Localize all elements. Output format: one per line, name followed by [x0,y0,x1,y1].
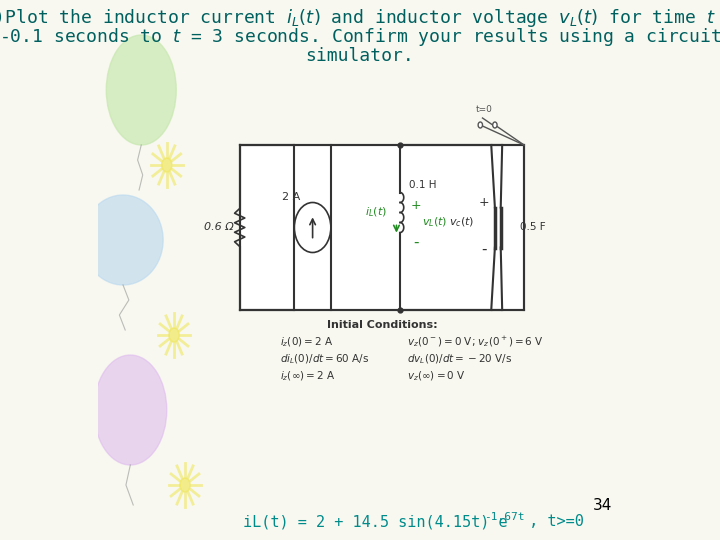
Text: $v_c(t)$: $v_c(t)$ [449,215,474,230]
Text: $i_L(t)$: $i_L(t)$ [365,206,387,219]
Text: -: - [481,242,487,257]
Text: 0.5 F: 0.5 F [521,222,546,233]
Circle shape [294,202,330,253]
Text: +: + [479,196,490,209]
Text: $v_z(0^-) = 0$ V; $v_z(0^+) = 6$ V: $v_z(0^-) = 0$ V; $v_z(0^+) = 6$ V [408,335,544,349]
Text: 4)Plot the inductor current $i_L(t)$ and inductor voltage $v_L(t)$ for time $t$ : 4)Plot the inductor current $i_L(t)$ and… [0,7,720,29]
Text: -0.1 seconds to $t$ = 3 seconds. Confirm your results using a circuit: -0.1 seconds to $t$ = 3 seconds. Confirm… [0,26,720,48]
Text: 0.6 Ω: 0.6 Ω [204,222,234,233]
Text: -1.67t: -1.67t [484,512,524,522]
Text: 34: 34 [593,497,612,512]
Text: -: - [413,235,419,250]
Ellipse shape [83,195,163,285]
Text: $v_L(t)$: $v_L(t)$ [422,215,447,230]
Circle shape [492,122,497,128]
Text: simulator.: simulator. [305,47,415,65]
Ellipse shape [180,478,190,492]
Text: $di_L(0)/dt = 60$ A/s: $di_L(0)/dt = 60$ A/s [280,352,369,366]
Text: $dv_L(0)/dt = -20$ V/s: $dv_L(0)/dt = -20$ V/s [408,352,513,366]
Text: +: + [411,199,421,212]
Ellipse shape [162,158,172,172]
Text: 2 A: 2 A [282,192,300,202]
Text: iL(t) = 2 + 14.5 sin(4.15t) e: iL(t) = 2 + 14.5 sin(4.15t) e [243,515,508,530]
Text: $v_z(\infty) = 0$ V: $v_z(\infty) = 0$ V [408,369,466,383]
Text: t=0: t=0 [475,105,492,114]
Bar [240,145,524,310]
Ellipse shape [169,328,179,342]
Text: 0.1 H: 0.1 H [409,179,436,190]
Ellipse shape [94,355,167,465]
Circle shape [478,122,482,128]
Text: $i_z(0) = 2$ A: $i_z(0) = 2$ A [280,335,333,349]
Text: $i_z(\infty) = 2$ A: $i_z(\infty) = 2$ A [280,369,336,383]
Text: , t>=0: , t>=0 [521,515,585,530]
Text: Initial Conditions:: Initial Conditions: [327,320,437,330]
Ellipse shape [107,35,176,145]
